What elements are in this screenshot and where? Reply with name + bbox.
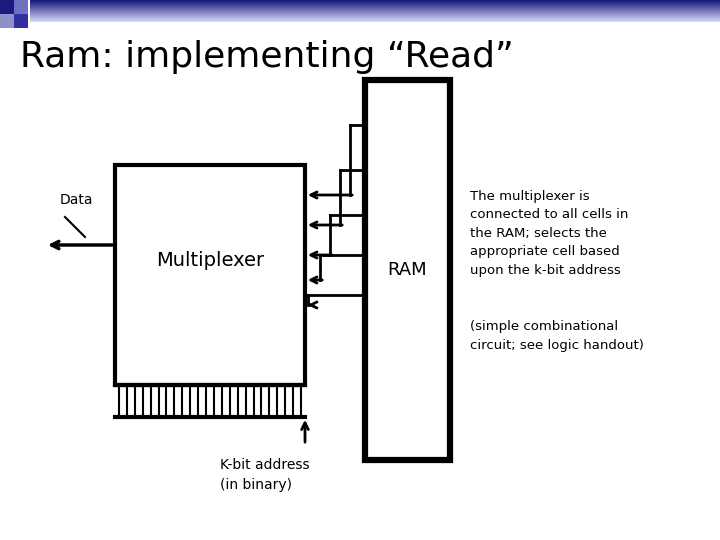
Bar xyxy=(365,80,450,460)
Text: Data: Data xyxy=(60,193,94,207)
Bar xyxy=(14,14,28,28)
Text: The multiplexer is
connected to all cells in
the RAM; selects the
appropriate ce: The multiplexer is connected to all cell… xyxy=(470,190,629,277)
Text: K-bit address
(in binary): K-bit address (in binary) xyxy=(220,458,310,491)
Bar xyxy=(14,0,28,14)
Bar xyxy=(0,14,14,28)
Text: Multiplexer: Multiplexer xyxy=(156,251,264,269)
Text: (simple combinational
circuit; see logic handout): (simple combinational circuit; see logic… xyxy=(470,320,644,352)
Text: RAM: RAM xyxy=(387,261,427,279)
Bar xyxy=(0,0,14,14)
Bar xyxy=(115,165,305,385)
Text: Ram: implementing “Read”: Ram: implementing “Read” xyxy=(20,40,514,74)
